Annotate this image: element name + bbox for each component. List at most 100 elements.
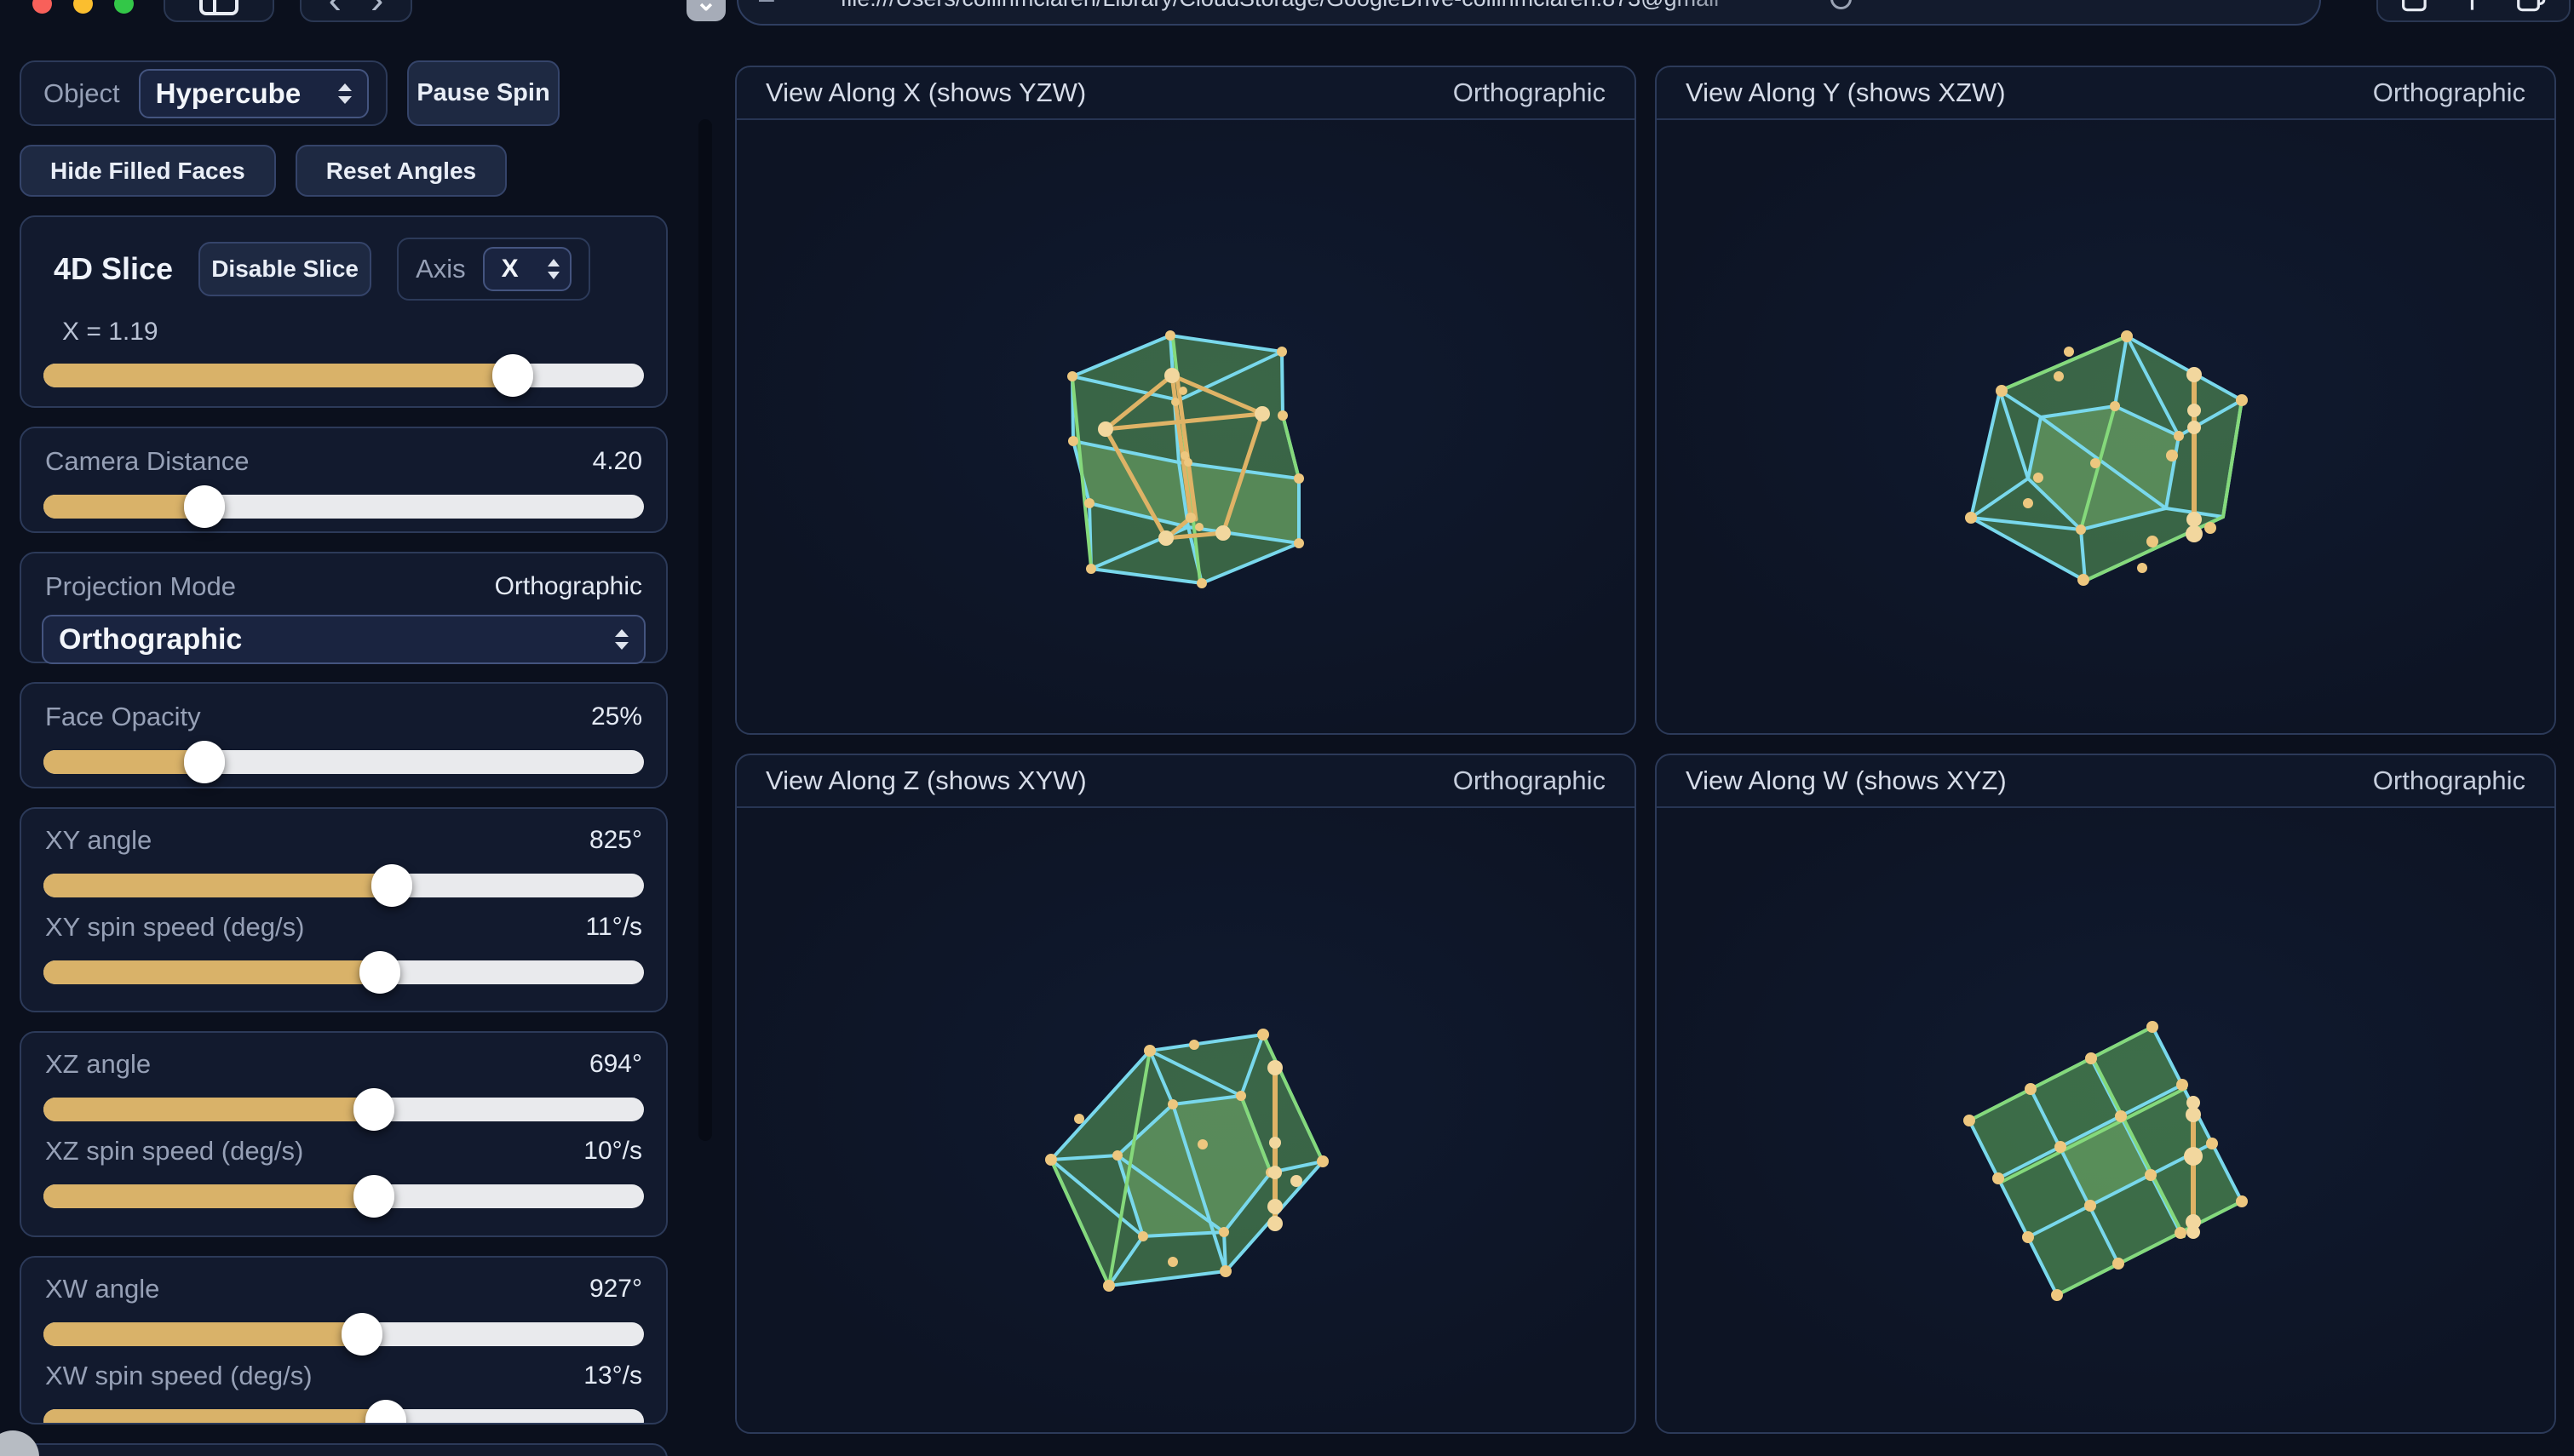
reset-angles-button[interactable]: Reset Angles — [295, 145, 508, 197]
viewport-w: View Along W (shows XYZ) Orthographic — [1655, 754, 2556, 1434]
viewport-z-mode: Orthographic — [1452, 765, 1606, 795]
slider-thumb[interactable] — [492, 354, 534, 397]
slider-thumb[interactable] — [359, 951, 401, 994]
axis-group: Axis X — [397, 238, 590, 301]
forward-icon[interactable]: › — [371, 0, 383, 19]
xy-spin-speed-slider[interactable] — [42, 950, 646, 995]
disable-slice-button[interactable]: Disable Slice — [198, 242, 372, 296]
close-window-button[interactable] — [32, 0, 52, 14]
camera-distance-slider[interactable] — [42, 484, 646, 529]
viewport-x-canvas[interactable] — [737, 120, 1635, 733]
viewport-y: View Along Y (shows XZW) Orthographic — [1655, 66, 2556, 735]
slider-fill — [43, 874, 392, 897]
xy-angle-label: XY angle — [45, 825, 152, 855]
slice-header: 4D Slice Disable Slice Axis X — [42, 238, 646, 301]
viewport-x-mode: Orthographic — [1452, 77, 1606, 107]
sidebar-toggle-button[interactable] — [164, 0, 274, 22]
projection-mode-select[interactable]: Orthographic — [42, 615, 646, 664]
zoom-window-button[interactable] — [114, 0, 134, 14]
slice-slider[interactable] — [42, 353, 646, 398]
slider-thumb[interactable] — [184, 485, 226, 528]
slider-track[interactable] — [43, 1184, 644, 1208]
address-bar[interactable]: – file:///Users/collinmclaren/Library/Cl… — [737, 0, 2321, 26]
slider-thumb[interactable] — [184, 741, 226, 783]
hypercube-projection-z — [1045, 1029, 1329, 1292]
xz-angle-value: 694° — [589, 1050, 642, 1078]
sidebar-scrollbar[interactable] — [698, 119, 712, 1141]
slider-fill — [43, 1184, 374, 1208]
projection-mode-card: Projection Mode Orthographic Orthographi… — [20, 552, 668, 664]
viewport-x: View Along X (shows YZW) Orthographic — [735, 66, 1636, 735]
face-buttons-row: Hide Filled Faces Reset Angles — [20, 145, 668, 197]
slider-track[interactable] — [43, 364, 644, 387]
slice-title: 4D Slice — [54, 251, 174, 286]
xz-spin-speed-slider[interactable] — [42, 1174, 646, 1218]
slider-thumb[interactable] — [353, 1175, 394, 1218]
viewport-y-canvas[interactable] — [1657, 120, 2554, 733]
slider-track[interactable] — [43, 960, 644, 984]
viewport-z-canvas[interactable] — [737, 808, 1635, 1432]
xy-angle-value: 825° — [589, 826, 642, 854]
slider-track[interactable] — [43, 495, 644, 519]
slider-track[interactable] — [43, 1098, 644, 1121]
xy-angle-slider[interactable] — [42, 863, 646, 908]
slider-fill — [43, 750, 206, 774]
projection-mode-label: Projection Mode — [45, 571, 237, 601]
viewport-w-header: View Along W (shows XYZ) Orthographic — [1657, 755, 2554, 808]
axis-select[interactable]: X — [482, 247, 572, 291]
face-opacity-slider[interactable] — [42, 740, 646, 784]
camera-distance-value: 4.20 — [592, 447, 642, 475]
object-label: Object — [43, 77, 120, 108]
minimize-window-button[interactable] — [73, 0, 93, 14]
xz-spin-speed-label: XZ spin speed (deg/s) — [45, 1136, 304, 1166]
slider-thumb[interactable] — [353, 1088, 394, 1131]
share-icon[interactable] — [2400, 0, 2428, 14]
xz-angle-slider[interactable] — [42, 1087, 646, 1132]
favicon-dash-icon: – — [759, 0, 774, 14]
viewport-x-header: View Along X (shows YZW) Orthographic — [737, 67, 1635, 120]
url-text[interactable]: file:///Users/collinmclaren/Library/Clou… — [841, 0, 1846, 12]
projection-mode-value: Orthographic — [494, 572, 642, 600]
slider-thumb[interactable] — [341, 1313, 382, 1356]
xw-spin-speed-slider[interactable] — [42, 1399, 646, 1423]
xw-angle-label: XW angle — [45, 1274, 160, 1304]
hypercube-projection-x — [1067, 330, 1304, 588]
slider-track[interactable] — [43, 1409, 644, 1423]
viewport-z: View Along Z (shows XYW) Orthographic — [735, 754, 1636, 1434]
object-card: Object Hypercube — [20, 60, 388, 126]
nav-buttons: ‹ › — [300, 0, 412, 22]
face-opacity-label: Face Opacity — [45, 702, 201, 731]
hypercube-projection-w — [1963, 1021, 2248, 1301]
slider-fill — [43, 364, 512, 387]
axis-label: Axis — [416, 254, 466, 284]
chevrons-updown-icon — [615, 629, 629, 650]
xw-angle-value: 927° — [589, 1275, 642, 1303]
camera-distance-label: Camera Distance — [45, 446, 250, 476]
viewport-y-title: View Along Y (shows XZW) — [1686, 77, 2006, 107]
slider-thumb[interactable] — [371, 864, 413, 907]
viewport-grid: View Along X (shows YZW) Orthographic — [735, 66, 2556, 1434]
viewport-z-title: View Along Z (shows XYW) — [766, 765, 1087, 795]
slice-card: 4D Slice Disable Slice Axis X X = 1.19 — [20, 215, 668, 408]
back-icon[interactable]: ‹ — [329, 0, 342, 19]
face-opacity-card: Face Opacity 25% — [20, 682, 668, 788]
xw-angle-slider[interactable] — [42, 1312, 646, 1356]
slider-fill — [43, 1098, 374, 1121]
chevrons-updown-icon — [338, 83, 352, 104]
slider-track[interactable] — [43, 874, 644, 897]
slider-track[interactable] — [43, 750, 644, 774]
slider-thumb[interactable] — [365, 1400, 407, 1423]
slice-readout: X = 1.19 — [62, 318, 158, 346]
slider-fill — [43, 1409, 386, 1423]
object-select[interactable]: Hypercube — [138, 68, 369, 118]
xy-spin-speed-label: XY spin speed (deg/s) — [45, 912, 305, 942]
tabs-icon[interactable] — [2516, 0, 2547, 14]
hide-filled-faces-button[interactable]: Hide Filled Faces — [20, 145, 276, 197]
extension-icon[interactable]: ⌄ — [687, 0, 726, 21]
viewport-w-canvas[interactable] — [1657, 808, 2554, 1432]
xz-angle-card: XZ angle 694° XZ spin speed (deg/s) 10°/… — [20, 1031, 668, 1237]
pause-spin-button[interactable]: Pause Spin — [407, 60, 560, 126]
object-select-value: Hypercube — [155, 77, 302, 109]
xz-spin-speed-value: 10°/s — [583, 1137, 642, 1165]
new-tab-icon[interactable] — [2459, 0, 2485, 14]
